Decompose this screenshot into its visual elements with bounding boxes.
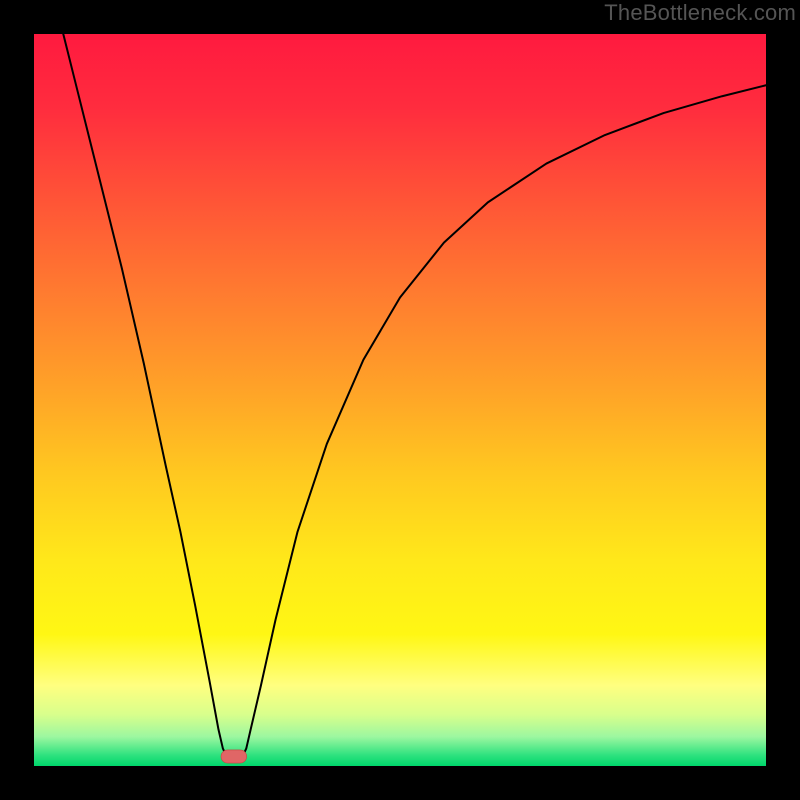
- bottleneck-chart: [0, 0, 800, 800]
- watermark-label: TheBottleneck.com: [604, 0, 796, 26]
- optimal-point-marker: [221, 750, 247, 763]
- chart-container: TheBottleneck.com: [0, 0, 800, 800]
- chart-background: [34, 34, 766, 766]
